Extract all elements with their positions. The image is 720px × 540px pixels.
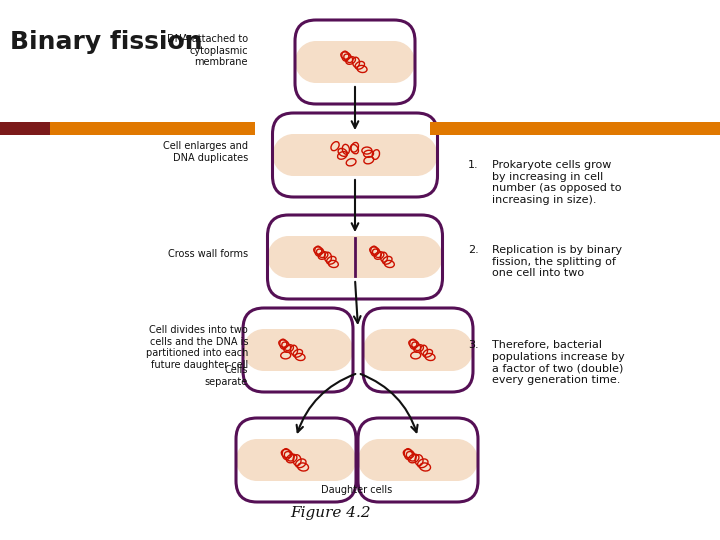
Ellipse shape xyxy=(314,439,356,481)
Bar xyxy=(430,122,720,135)
Bar xyxy=(50,122,255,135)
Text: Binary fission: Binary fission xyxy=(10,30,202,54)
Text: Daughter cells: Daughter cells xyxy=(321,485,392,495)
Bar xyxy=(294,134,416,176)
Text: Cells
separate: Cells separate xyxy=(204,365,248,387)
Ellipse shape xyxy=(295,41,337,83)
Ellipse shape xyxy=(436,439,478,481)
Ellipse shape xyxy=(311,329,353,371)
Ellipse shape xyxy=(373,41,415,83)
Text: 2.: 2. xyxy=(468,245,479,255)
Bar xyxy=(0,122,50,135)
Bar xyxy=(379,439,457,481)
Bar xyxy=(384,329,452,371)
Bar xyxy=(289,236,421,278)
Bar xyxy=(316,41,394,83)
Text: 3.: 3. xyxy=(468,340,479,350)
Ellipse shape xyxy=(358,439,400,481)
Text: Cell divides into two
cells and the DNA is
partitioned into each
future daughter: Cell divides into two cells and the DNA … xyxy=(145,325,248,370)
Text: Figure 4.2: Figure 4.2 xyxy=(290,506,371,520)
Text: Therefore, bacterial
populations increase by
a factor of two (double)
every gene: Therefore, bacterial populations increas… xyxy=(492,340,625,385)
Ellipse shape xyxy=(400,236,443,278)
Ellipse shape xyxy=(272,134,315,176)
Text: 1.: 1. xyxy=(468,160,479,170)
Text: DNA attached to
cytoplasmic
membrane: DNA attached to cytoplasmic membrane xyxy=(167,34,248,67)
Ellipse shape xyxy=(431,329,473,371)
Ellipse shape xyxy=(243,329,285,371)
Bar xyxy=(257,439,335,481)
Text: Cell enlarges and
DNA duplicates: Cell enlarges and DNA duplicates xyxy=(163,141,248,163)
Ellipse shape xyxy=(236,439,278,481)
Ellipse shape xyxy=(268,236,310,278)
Bar xyxy=(264,329,332,371)
Ellipse shape xyxy=(395,134,438,176)
Text: Replication is by binary
fission, the splitting of
one cell into two: Replication is by binary fission, the sp… xyxy=(492,245,622,278)
Text: Prokaryote cells grow
by increasing in cell
number (as opposed to
increasing in : Prokaryote cells grow by increasing in c… xyxy=(492,160,621,205)
Text: Cross wall forms: Cross wall forms xyxy=(168,249,248,259)
Ellipse shape xyxy=(363,329,405,371)
